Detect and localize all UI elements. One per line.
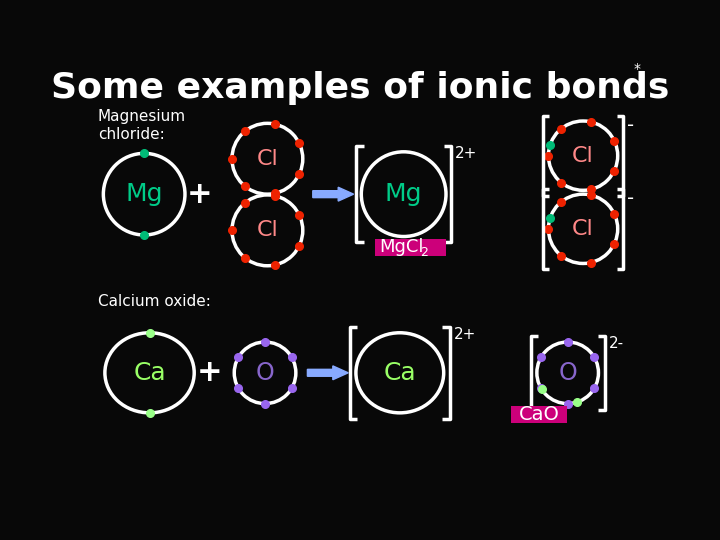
Text: Calcium oxide:: Calcium oxide: xyxy=(98,294,211,309)
Circle shape xyxy=(549,121,618,190)
Text: 2+: 2+ xyxy=(455,146,477,161)
Text: *: * xyxy=(634,63,641,77)
Text: O: O xyxy=(558,361,577,385)
Text: Cl: Cl xyxy=(572,219,594,239)
FancyArrow shape xyxy=(312,187,354,201)
Text: Ca: Ca xyxy=(384,361,416,385)
Text: -: - xyxy=(627,189,634,208)
Text: 2-: 2- xyxy=(608,336,624,351)
Text: CaO: CaO xyxy=(518,405,559,424)
Circle shape xyxy=(537,342,598,403)
Text: 2+: 2+ xyxy=(454,327,476,342)
Circle shape xyxy=(361,152,446,237)
Text: Magnesium
chloride:: Magnesium chloride: xyxy=(98,110,186,142)
Circle shape xyxy=(104,153,185,235)
Text: O: O xyxy=(256,361,274,385)
Text: Cl: Cl xyxy=(256,148,278,168)
Circle shape xyxy=(549,194,618,264)
Text: Mg: Mg xyxy=(125,182,163,206)
Text: Ca: Ca xyxy=(133,361,166,385)
Circle shape xyxy=(234,342,296,403)
Text: Mg: Mg xyxy=(385,182,423,206)
Text: MgCl: MgCl xyxy=(379,238,423,256)
FancyBboxPatch shape xyxy=(511,406,567,423)
Ellipse shape xyxy=(356,333,444,413)
Circle shape xyxy=(232,123,303,194)
Circle shape xyxy=(232,195,303,266)
Text: +: + xyxy=(186,180,212,208)
FancyBboxPatch shape xyxy=(375,239,446,256)
Text: 2: 2 xyxy=(420,246,428,259)
Text: Cl: Cl xyxy=(256,220,278,240)
Ellipse shape xyxy=(105,333,194,413)
Text: +: + xyxy=(197,359,222,387)
FancyArrow shape xyxy=(307,366,348,380)
Text: -: - xyxy=(627,116,634,134)
Text: Cl: Cl xyxy=(572,146,594,166)
Text: Some examples of ionic bonds: Some examples of ionic bonds xyxy=(50,71,669,105)
